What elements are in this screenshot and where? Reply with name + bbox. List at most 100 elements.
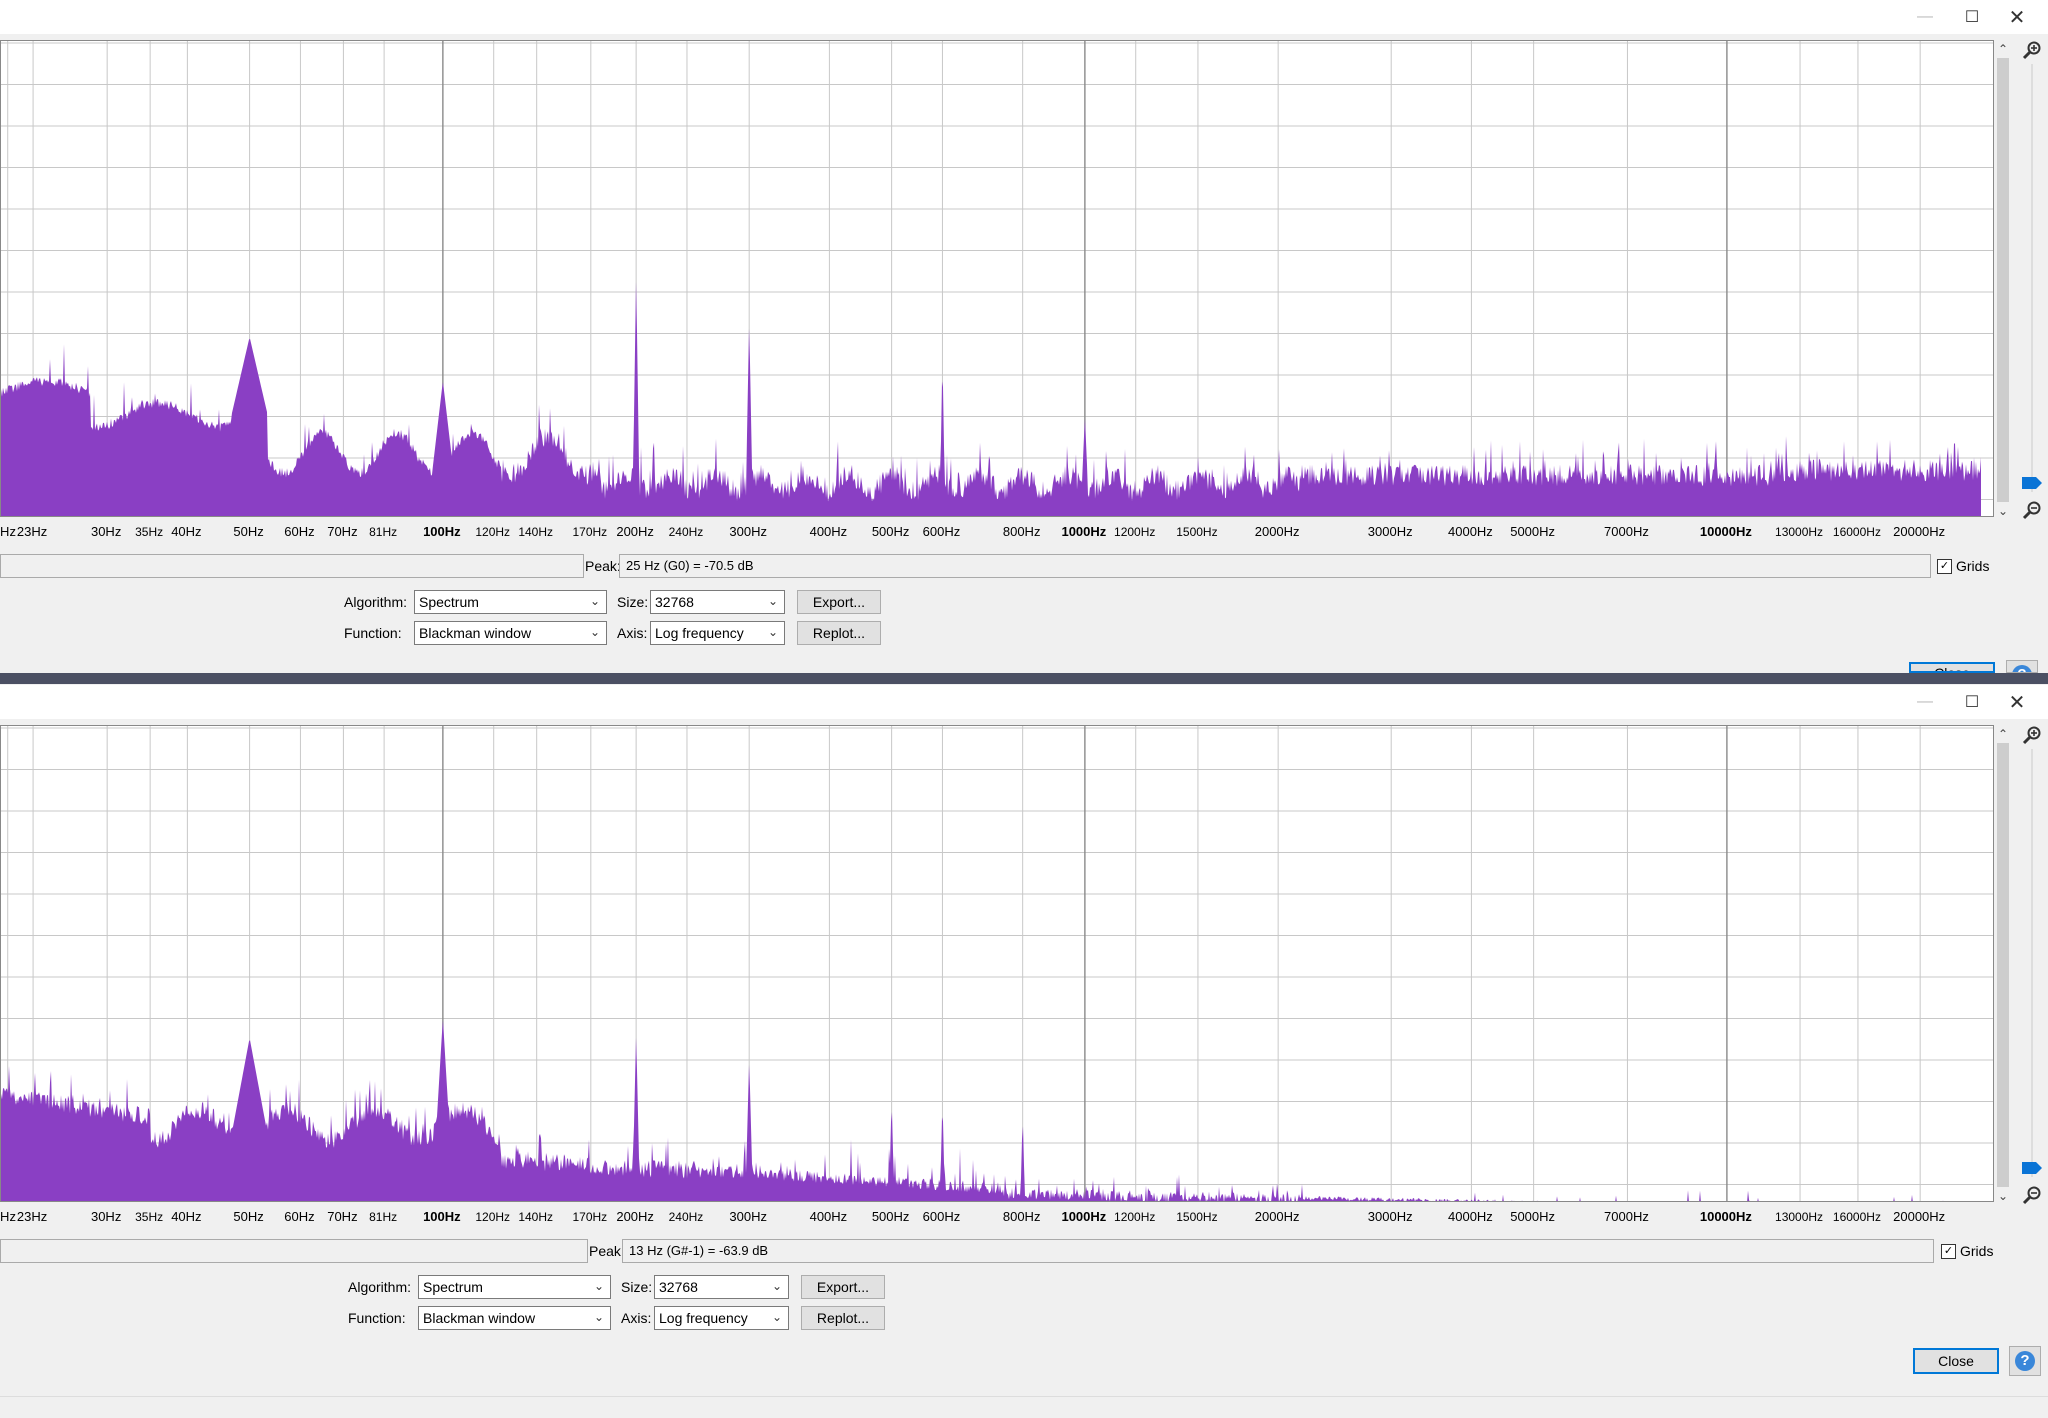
algorithm-select[interactable]: Spectrum ⌄ xyxy=(414,590,607,614)
close-button[interactable]: Close xyxy=(1913,1348,1999,1374)
help-button[interactable]: ? xyxy=(2006,660,2038,673)
tick-label: 20000Hz xyxy=(1893,1209,1946,1224)
chevron-down-icon: ⌄ xyxy=(771,1310,782,1324)
size-select[interactable]: 32768 ⌄ xyxy=(650,590,785,614)
tick-label: 30Hz xyxy=(90,524,122,539)
zoom-out-icon[interactable] xyxy=(2022,1185,2042,1205)
tick-label: 20000Hz xyxy=(1893,524,1946,539)
tick-label: 16000Hz xyxy=(1832,525,1881,539)
tick-label: 2000Hz xyxy=(1254,524,1300,539)
tick-label: 7000Hz xyxy=(1604,1209,1649,1224)
tick-label: 300Hz xyxy=(729,524,767,539)
tick-label: 140Hz xyxy=(518,1210,554,1224)
tick-label: 40Hz xyxy=(171,524,202,539)
spectrum-plot[interactable] xyxy=(0,725,1994,1202)
function-select[interactable]: Blackman window ⌄ xyxy=(414,621,607,645)
axis-select[interactable]: Log frequency ⌄ xyxy=(650,621,785,645)
tick-label: 3000Hz xyxy=(1367,1209,1413,1224)
minimize-icon[interactable]: — xyxy=(1917,693,1933,710)
title-bar: — ☐ ✕ xyxy=(0,685,2048,719)
grids-toggle[interactable]: ✓ Grids xyxy=(1937,558,1989,574)
tick-label: 23Hz xyxy=(16,524,48,539)
export-button[interactable]: Export... xyxy=(797,590,881,614)
grids-label: Grids xyxy=(1960,1243,1994,1259)
maximize-icon[interactable]: ☐ xyxy=(1964,694,1980,711)
scroll-down-icon[interactable]: ⌄ xyxy=(1997,1189,2009,1203)
tick-label: 40Hz xyxy=(171,1209,202,1224)
tick-label: 600Hz xyxy=(922,1209,961,1224)
tick-label: 35Hz xyxy=(135,525,164,539)
spectrum-graph xyxy=(1,726,1993,1201)
tick-label: 240Hz xyxy=(668,1210,704,1224)
zoom-slider-handle[interactable] xyxy=(2022,1162,2042,1174)
tick-label: 400Hz xyxy=(809,524,848,539)
zoom-in-icon[interactable] xyxy=(2022,725,2042,745)
scroll-thumb[interactable] xyxy=(1997,743,2009,1187)
tick-label: 120Hz xyxy=(475,525,511,539)
tick-label: 60Hz xyxy=(284,1209,315,1224)
tick-label: 10000Hz xyxy=(1699,1209,1752,1224)
tick-label: 30Hz xyxy=(90,1209,122,1224)
zoom-in-icon[interactable] xyxy=(2022,40,2042,60)
size-value: 32768 xyxy=(659,1279,698,1295)
close-button[interactable]: Close xyxy=(1909,662,1995,673)
scroll-down-icon[interactable]: ⌄ xyxy=(1997,504,2009,518)
size-select[interactable]: 32768 ⌄ xyxy=(654,1275,789,1299)
tick-label: 800Hz xyxy=(1002,524,1041,539)
replot-button[interactable]: Replot... xyxy=(797,621,881,645)
chevron-down-icon: ⌄ xyxy=(593,1310,604,1324)
cursor-readout xyxy=(0,1239,588,1263)
close-icon[interactable]: ✕ xyxy=(2008,6,2026,29)
tick-label: 5000Hz xyxy=(1510,524,1556,539)
vertical-scrollbar[interactable]: ⌃ ⌄ xyxy=(1994,40,2012,520)
zoom-slider-track xyxy=(2031,64,2033,492)
spectrum-window-bottom: — ☐ ✕ ⌃ ⌄ Hz 23Hz 30Hz 35Hz 40Hz 50Hz 60Hz 70Hz… xyxy=(0,685,2048,1376)
close-icon[interactable]: ✕ xyxy=(2008,691,2026,714)
help-button[interactable]: ? xyxy=(2009,1346,2041,1376)
chevron-down-icon: ⌄ xyxy=(593,1279,604,1293)
minimize-icon[interactable]: — xyxy=(1917,8,1933,25)
spectrum-area xyxy=(1,281,1981,516)
function-select[interactable]: Blackman window ⌄ xyxy=(418,1306,611,1330)
algorithm-select[interactable]: Spectrum ⌄ xyxy=(418,1275,611,1299)
spectrum-graph xyxy=(1,41,1993,516)
tick-label: 1200Hz xyxy=(1114,1210,1156,1224)
tick-label: 81Hz xyxy=(369,1210,398,1224)
peak-readout: 25 Hz (G0) = -70.5 dB xyxy=(619,554,1931,578)
axis-select[interactable]: Log frequency ⌄ xyxy=(654,1306,789,1330)
tick-label: 240Hz xyxy=(668,525,704,539)
tick-label: 140Hz xyxy=(518,525,554,539)
tick-label: 100Hz xyxy=(423,1209,461,1224)
chevron-down-icon: ⌄ xyxy=(589,594,600,608)
axis-value: Log frequency xyxy=(659,1310,748,1326)
chevron-down-icon: ⌄ xyxy=(771,1279,782,1293)
algorithm-value: Spectrum xyxy=(423,1279,483,1295)
scroll-up-icon[interactable]: ⌃ xyxy=(1997,42,2009,56)
function-value: Blackman window xyxy=(419,625,532,641)
tick-label: 170Hz xyxy=(572,525,608,539)
status-bar xyxy=(0,1396,2048,1418)
vertical-scrollbar[interactable]: ⌃ ⌄ xyxy=(1994,725,2012,1205)
tick-label: 23Hz xyxy=(16,1209,48,1224)
tick-label: Hz xyxy=(0,524,16,539)
zoom-slider-handle[interactable] xyxy=(2022,477,2042,489)
grids-toggle[interactable]: ✓ Grids xyxy=(1941,1243,1993,1259)
tick-label: 35Hz xyxy=(135,1210,164,1224)
spectrum-plot[interactable] xyxy=(0,40,1994,517)
algorithm-label: Algorithm: xyxy=(344,594,408,610)
maximize-icon[interactable]: ☐ xyxy=(1964,9,1980,26)
tick-label: 16000Hz xyxy=(1832,1210,1881,1224)
axis-label: Axis: xyxy=(621,1310,652,1326)
grids-checkbox[interactable]: ✓ xyxy=(1937,558,1952,574)
grids-checkbox[interactable]: ✓ xyxy=(1941,1243,1956,1259)
zoom-controls xyxy=(2014,40,2048,520)
tick-label: 500Hz xyxy=(871,1209,910,1224)
zoom-out-icon[interactable] xyxy=(2022,500,2042,520)
tick-label: 70Hz xyxy=(327,1209,358,1224)
tick-label: 50Hz xyxy=(233,1209,264,1224)
export-button[interactable]: Export... xyxy=(801,1275,885,1299)
replot-button[interactable]: Replot... xyxy=(801,1306,885,1330)
scroll-thumb[interactable] xyxy=(1997,58,2009,502)
scroll-up-icon[interactable]: ⌃ xyxy=(1997,727,2009,741)
peak-label: Peak: xyxy=(585,558,621,574)
